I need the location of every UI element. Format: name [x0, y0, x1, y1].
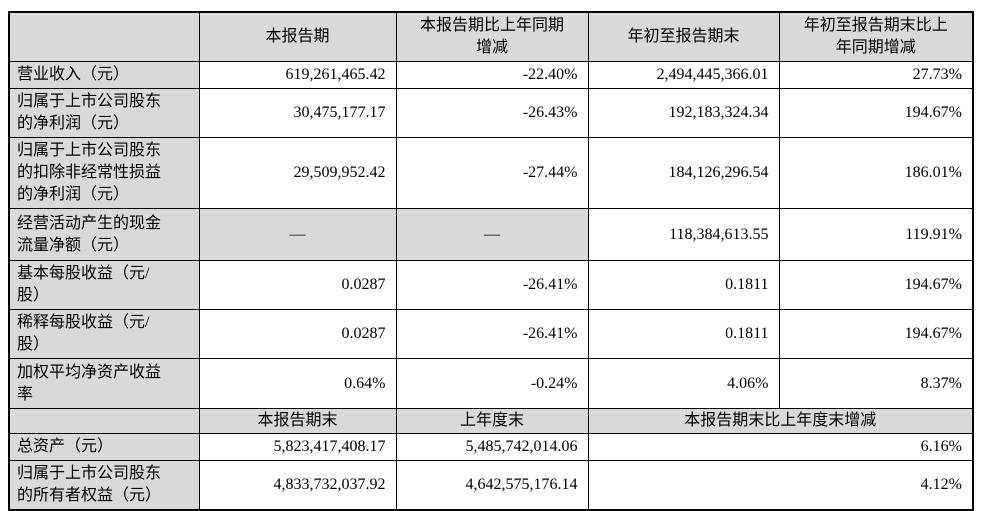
- row-label: 基本每股收益（元/股）: [8, 260, 200, 310]
- cell-current: 30,475,177.17: [198, 88, 397, 138]
- col-header-period-end: 本报告期末: [198, 408, 397, 434]
- row-net-profit-excl-nonrecurring: 归属于上市公司股东的扣除非经常性损益的净利润（元） 29,509,952.42 …: [8, 137, 974, 209]
- row-label: 归属于上市公司股东的净利润（元）: [8, 88, 200, 138]
- bottom-header-row: 本报告期末 上年度末 本报告期末比上年度末增减: [8, 408, 974, 434]
- cell-current-yoy: -26.41%: [395, 309, 589, 359]
- row-operating-cash-flow: 经营活动产生的现金流量净额（元） — — 118,384,613.55 119.…: [8, 208, 974, 261]
- financial-summary-table: 本报告期 本报告期比上年同期增减 年初至报告期末 年初至报告期末比上年同期增减 …: [8, 11, 974, 511]
- row-label: 归属于上市公司股东的扣除非经常性损益的净利润（元）: [8, 137, 200, 209]
- cell-ytd-yoy: 194.67%: [778, 88, 974, 138]
- report-page: 本报告期 本报告期比上年同期增减 年初至报告期末 年初至报告期末比上年同期增减 …: [8, 11, 974, 511]
- row-net-profit: 归属于上市公司股东的净利润（元） 30,475,177.17 -26.43% 1…: [8, 88, 974, 138]
- row-label: 加权平均净资产收益率: [8, 358, 200, 409]
- col-header-ytd: 年初至报告期末: [587, 11, 780, 62]
- top-header-row: 本报告期 本报告期比上年同期增减 年初至报告期末 年初至报告期末比上年同期增减: [8, 11, 974, 62]
- cell-ytd-yoy: 8.37%: [778, 358, 974, 409]
- cell-ytd: 192,183,324.34: [587, 88, 780, 138]
- cell-ytd: 0.1811: [587, 309, 780, 359]
- cell-current-yoy: -26.41%: [395, 260, 589, 310]
- cell-current: 0.0287: [198, 309, 397, 359]
- cell-current: 0.64%: [198, 358, 397, 409]
- row-shareholders-equity: 归属于上市公司股东的所有者权益（元） 4,833,732,037.92 4,64…: [8, 460, 974, 511]
- cell-current: 0.0287: [198, 260, 397, 310]
- cell-current-yoy: -26.43%: [395, 88, 589, 138]
- cell-ytd: 118,384,613.55: [587, 208, 780, 261]
- col-header-prior-year-end: 上年度末: [395, 408, 589, 434]
- row-diluted-eps: 稀释每股收益（元/股） 0.0287 -26.41% 0.1811 194.67…: [8, 309, 974, 359]
- cell-change: 6.16%: [587, 433, 974, 461]
- col-header-period-end-change: 本报告期末比上年度末增减: [587, 408, 974, 434]
- cell-ytd-yoy: 119.91%: [778, 208, 974, 261]
- row-basic-eps: 基本每股收益（元/股） 0.0287 -26.41% 0.1811 194.67…: [8, 260, 974, 310]
- cell-ytd: 4.06%: [587, 358, 780, 409]
- col-header-current-period: 本报告期: [198, 11, 397, 62]
- cell-ytd: 184,126,296.54: [587, 137, 780, 209]
- cell-ytd-yoy: 186.01%: [778, 137, 974, 209]
- cell-prior-year-end: 5,485,742,014.06: [395, 433, 589, 461]
- row-label: 经营活动产生的现金流量净额（元）: [8, 208, 200, 261]
- cell-ytd: 2,494,445,366.01: [587, 61, 780, 89]
- cell-current: 29,509,952.42: [198, 137, 397, 209]
- cell-ytd: 0.1811: [587, 260, 780, 310]
- cell-current-yoy: -22.40%: [395, 61, 589, 89]
- top-header-empty-cell: [8, 11, 200, 62]
- cell-current-yoy: -0.24%: [395, 358, 589, 409]
- cell-change: 4.12%: [587, 460, 974, 511]
- cell-current-yoy-dash: —: [395, 208, 589, 261]
- row-label: 归属于上市公司股东的所有者权益（元）: [8, 460, 200, 511]
- cell-ytd-yoy: 194.67%: [778, 260, 974, 310]
- row-label: 营业收入（元）: [8, 61, 200, 89]
- cell-period-end: 4,833,732,037.92: [198, 460, 397, 511]
- row-weighted-avg-roe: 加权平均净资产收益率 0.64% -0.24% 4.06% 8.37%: [8, 358, 974, 409]
- col-header-current-period-yoy: 本报告期比上年同期增减: [395, 11, 589, 62]
- row-label: 稀释每股收益（元/股）: [8, 309, 200, 359]
- cell-current-yoy: -27.44%: [395, 137, 589, 209]
- row-total-assets: 总资产（元） 5,823,417,408.17 5,485,742,014.06…: [8, 433, 974, 461]
- cell-ytd-yoy: 194.67%: [778, 309, 974, 359]
- cell-period-end: 5,823,417,408.17: [198, 433, 397, 461]
- cell-current-dash: —: [198, 208, 397, 261]
- cell-ytd-yoy: 27.73%: [778, 61, 974, 89]
- col-header-ytd-yoy: 年初至报告期末比上年同期增减: [778, 11, 974, 62]
- bottom-header-empty-cell: [8, 408, 200, 434]
- cell-current: 619,261,465.42: [198, 61, 397, 89]
- cell-prior-year-end: 4,642,575,176.14: [395, 460, 589, 511]
- row-operating-revenue: 营业收入（元） 619,261,465.42 -22.40% 2,494,445…: [8, 61, 974, 89]
- row-label: 总资产（元）: [8, 433, 200, 461]
